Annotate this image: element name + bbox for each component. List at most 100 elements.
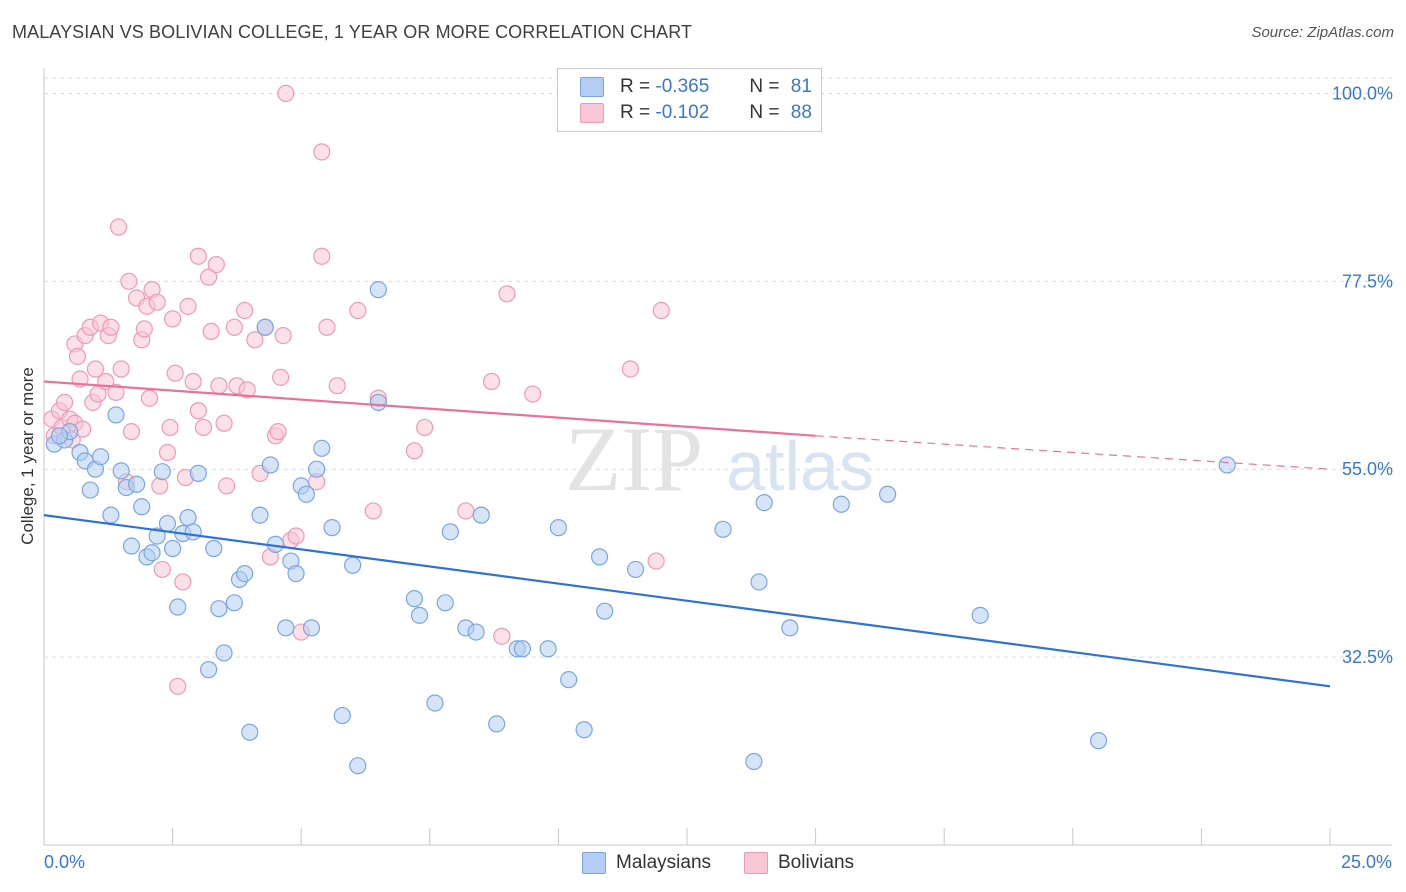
bolivian-point xyxy=(274,326,292,345)
malaysian-point xyxy=(405,590,423,608)
bolivian-point xyxy=(207,256,225,274)
correlation-legend: R = -0.365 N = 81 R = -0.102 N = 88 xyxy=(557,68,822,132)
malaysian-point xyxy=(513,640,531,658)
malaysian-point xyxy=(158,514,177,533)
malaysian-point xyxy=(575,721,593,739)
bolivian-point xyxy=(482,372,501,391)
malaysian-point xyxy=(107,406,125,424)
bolivian-point xyxy=(158,443,177,462)
malaysian-point xyxy=(112,462,130,480)
y-tick-label: 32.5% xyxy=(1342,647,1393,667)
bolivian-n-value: 88 xyxy=(790,102,812,123)
bolivian-point xyxy=(184,372,202,391)
malaysian-point xyxy=(184,523,202,541)
malaysian-point xyxy=(251,506,269,524)
malaysian-point xyxy=(91,448,110,466)
legend-row-malaysian: R = -0.365 N = 81 xyxy=(580,74,812,100)
x-tick-min: 0.0% xyxy=(44,852,86,872)
bolivian-point xyxy=(174,573,192,591)
malaysian-point xyxy=(755,494,773,512)
malaysian-r-value: -0.365 xyxy=(655,76,710,97)
malaysian-point xyxy=(302,619,321,637)
bolivian-point xyxy=(405,442,423,460)
malaysian-point xyxy=(133,498,151,516)
malaysian-point xyxy=(225,594,243,612)
bottom-legend-malaysians: Malaysians xyxy=(582,852,711,874)
bolivian-point xyxy=(140,389,159,407)
bolivian-point xyxy=(153,560,171,579)
malaysian-point xyxy=(426,694,444,712)
y-tick-label: 100.0% xyxy=(1332,83,1393,103)
bolivian-point xyxy=(210,377,228,395)
malaysian-point xyxy=(539,640,557,658)
malaysian-point xyxy=(215,644,233,662)
malaysian-point xyxy=(467,623,485,641)
bolivian-point xyxy=(109,218,128,236)
malaysian-point xyxy=(179,509,197,527)
malaysian-point xyxy=(626,560,645,579)
bolivian-point xyxy=(122,423,141,441)
legend-r-label: R = xyxy=(620,76,651,97)
malaysian-point xyxy=(122,537,141,555)
bolivian-point xyxy=(112,360,130,378)
bolivian-point xyxy=(107,383,125,401)
bolivian-r-value: -0.102 xyxy=(655,102,710,123)
malaysian-point xyxy=(369,281,387,299)
legend-r-label: R = xyxy=(620,102,651,123)
malaysian-point xyxy=(349,757,367,775)
malaysian-point xyxy=(714,520,732,538)
malaysian-point xyxy=(1218,456,1236,474)
malaysian-point xyxy=(169,598,187,616)
bolivian-point xyxy=(313,247,331,265)
bolivian-point xyxy=(151,477,169,495)
malaysian-point xyxy=(148,527,166,545)
malaysian-point xyxy=(210,600,228,618)
watermark: ZIP atlas xyxy=(565,408,874,510)
malaysian-point xyxy=(750,573,768,591)
malaysian-point xyxy=(143,544,161,562)
bolivian-point xyxy=(493,627,511,645)
bolivian-point xyxy=(202,322,220,341)
bolivian-point xyxy=(148,293,166,311)
bolivian-point xyxy=(287,527,305,545)
malaysian-swatch xyxy=(580,77,604,97)
malaysian-point xyxy=(261,456,279,474)
bolivian-point xyxy=(328,377,346,395)
bolivian-point xyxy=(179,297,197,315)
bolivian-point xyxy=(349,301,367,320)
legend-row-bolivian: R = -0.102 N = 88 xyxy=(580,100,812,126)
bolivian-swatch xyxy=(580,103,604,123)
bolivian-point xyxy=(189,247,207,265)
bolivian-point xyxy=(68,347,87,366)
malaysian-point xyxy=(549,519,568,537)
bolivian-point xyxy=(169,677,187,695)
bolivian-point xyxy=(200,268,218,286)
bolivians-swatch xyxy=(744,852,768,874)
malaysian-point xyxy=(241,723,259,741)
bolivian-point xyxy=(189,402,207,420)
malaysian-n-value: 81 xyxy=(790,76,812,97)
bottom-legend-bolivians: Bolivians xyxy=(744,852,854,874)
malaysian-point xyxy=(277,619,295,637)
trend-lines xyxy=(43,380,1331,688)
malaysian-point xyxy=(297,485,315,503)
bolivian-point xyxy=(55,393,74,411)
y-tick-label: 77.5% xyxy=(1342,271,1393,291)
bolivian-point xyxy=(215,414,233,432)
bolivian-point xyxy=(86,360,105,378)
bolivian-point xyxy=(225,318,243,336)
bolivian-point xyxy=(194,418,213,437)
malaysian-point xyxy=(596,602,614,620)
bolivian-point xyxy=(416,418,434,437)
malaysian-point xyxy=(323,519,341,537)
bolivian-point xyxy=(166,364,184,382)
malaysian-point xyxy=(745,752,763,771)
bolivian-point xyxy=(318,318,336,336)
malaysian-point xyxy=(256,318,274,336)
data-points xyxy=(43,84,1236,775)
malaysian-point xyxy=(236,564,254,583)
bolivian-point xyxy=(246,331,264,349)
malaysian-point xyxy=(81,481,99,499)
malaysians-swatch xyxy=(582,852,606,874)
